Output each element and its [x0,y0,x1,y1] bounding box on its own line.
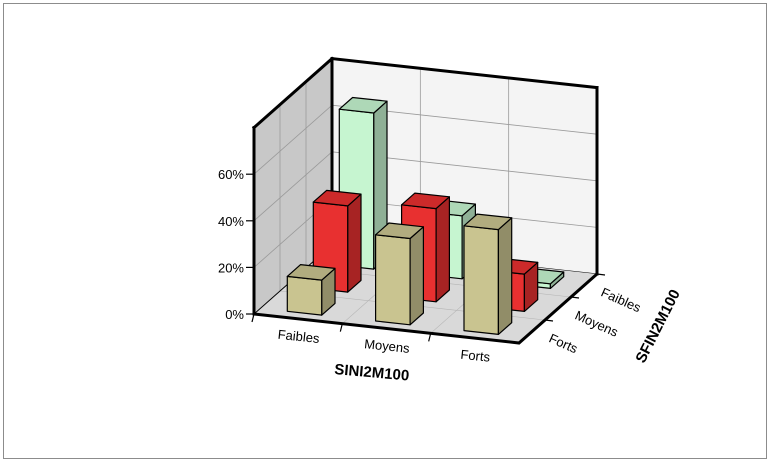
bar-top-face [312,189,362,207]
chart-3d-bar: 0%20%40%60% Faibles Moyens Forts FaiblesMo… [218,56,684,385]
bar-forts-forts [463,213,513,335]
chart-walls [251,56,599,316]
chart-frame: 0% 20% 40% 60% Faibles Moyens Forts Faibles Mo… [3,3,767,459]
bar-side-face [347,193,362,293]
x-tick-mark [428,333,432,342]
axis-edge [330,56,599,90]
depth-axis-title: SFIN2M100 [632,287,683,366]
bar-front-face [463,225,499,335]
bar-front-face [286,275,323,316]
bar-top-face [375,222,424,240]
bar-forts-faibles [286,264,336,316]
y-tick-label: 20% [218,260,244,275]
x-axis-title: SINI2M100 [334,361,410,384]
y-tick-label: 0% [225,307,244,322]
bar-side-face [435,196,450,303]
bar-forts-moyens [375,222,424,326]
bar-top-face [338,96,388,114]
depth-tick-mark [570,296,580,299]
x-category-label: Moyens [364,336,411,356]
axis-edge [251,56,335,130]
x-tick-mark [251,313,255,323]
chart-bars [286,96,565,335]
bar-side-face [409,226,424,326]
y-axis-ticks: 0% 20% 40% 60% [218,167,254,322]
bar-top-face [463,213,513,231]
depth-category-label: Moyens [573,308,621,340]
depth-tick-mark [596,273,606,276]
bar-top-face [286,264,336,281]
x-category-label: Faibles [277,327,321,346]
depth-category-label: Forts [547,331,581,357]
x-tick-mark [339,323,343,332]
depth-tick-mark [544,319,554,322]
depth-category-label: Faibles [599,285,644,316]
bar-top-face [401,192,450,210]
bar-front-face [375,234,411,326]
x-category-label: Forts [460,347,492,365]
y-tick-label: 60% [218,167,244,182]
y-tick-label: 40% [218,214,244,229]
x-axis-categories: Faibles Moyens Forts [251,313,492,365]
bar-side-face [497,217,513,335]
